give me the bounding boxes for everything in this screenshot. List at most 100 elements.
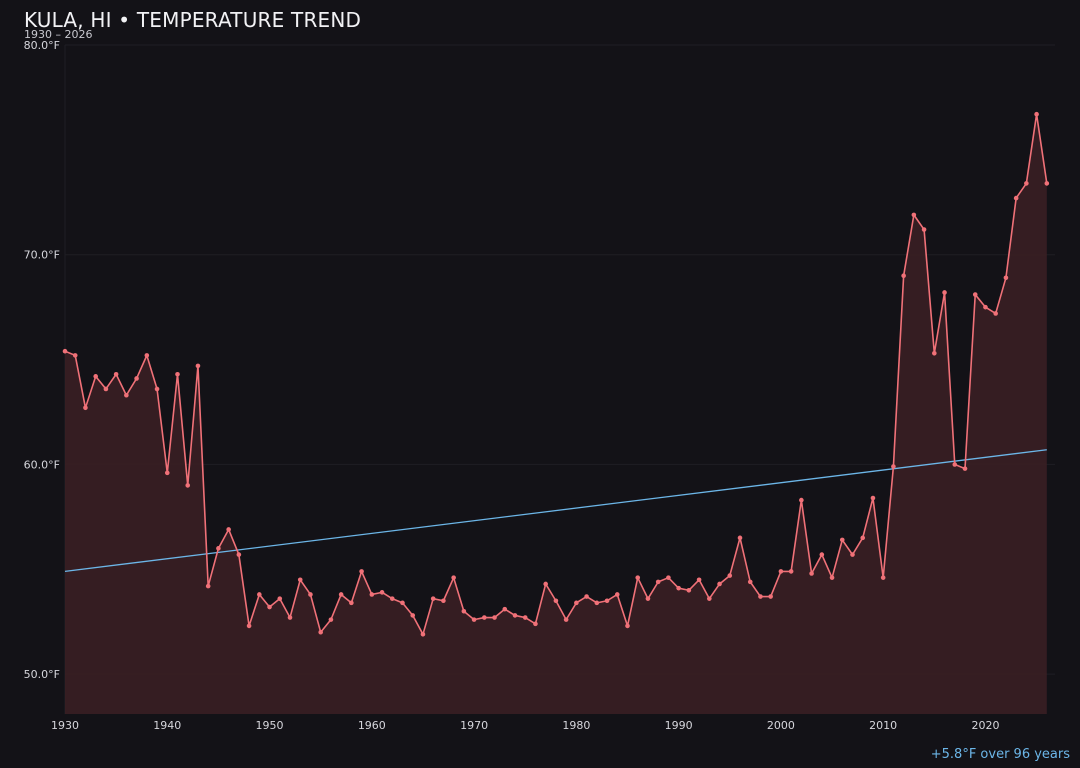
data-point (655, 579, 661, 585)
data-point (1044, 181, 1050, 186)
data-point (1034, 111, 1039, 117)
data-point (400, 600, 405, 606)
data-point (318, 629, 323, 635)
data-point (809, 571, 814, 576)
data-point (543, 581, 548, 587)
data-point (553, 598, 559, 604)
data-point (471, 617, 477, 622)
axis-layer: 50.0°F 60.0°F 70.0°F 80.0°F 1930 1940 1950 1960… (24, 39, 1000, 732)
y-tick-label: 80.0°F (24, 39, 60, 52)
data-point (686, 587, 692, 593)
data-point (972, 292, 978, 297)
data-point (747, 579, 753, 585)
data-point (696, 577, 702, 583)
data-point (993, 311, 998, 316)
data-point (451, 575, 456, 580)
data-point (707, 596, 712, 601)
x-tick-label: 1990 (665, 719, 693, 732)
trend-layer (64, 449, 1047, 573)
data-point (93, 374, 98, 379)
chart-subtitle: 1930 – 2026 (24, 28, 93, 41)
data-point (758, 594, 763, 599)
data-point (379, 590, 385, 595)
data-point (420, 632, 426, 637)
data-point (410, 613, 416, 618)
data-point (737, 535, 743, 541)
chart-title: KULA, HI • TEMPERATURE TREND (24, 8, 362, 32)
data-point (154, 386, 160, 392)
data-point (635, 575, 641, 580)
data-point (788, 569, 794, 574)
data-point (901, 273, 906, 278)
data-point (932, 350, 937, 356)
data-point (226, 527, 231, 532)
x-tick-label: 2020 (971, 719, 999, 732)
data-point (584, 594, 589, 599)
data-point (430, 596, 436, 601)
data-point (594, 600, 600, 606)
data-point (983, 304, 988, 310)
data-point (164, 470, 170, 476)
data-point (921, 227, 927, 232)
data-point (195, 363, 201, 369)
data-point (604, 598, 610, 604)
data-point (124, 392, 129, 398)
data-point (236, 552, 242, 557)
data-point (717, 581, 722, 587)
data-point (113, 371, 119, 377)
data-point (267, 604, 272, 610)
data-point (144, 353, 150, 358)
x-tick-label: 2010 (869, 719, 897, 732)
data-point (83, 405, 88, 411)
data-point (727, 573, 733, 578)
data-point (134, 376, 139, 381)
data-point (880, 575, 886, 580)
trend-line (64, 449, 1047, 573)
data-point (277, 596, 283, 601)
data-point (175, 371, 180, 377)
data-point (246, 623, 252, 629)
data-point (860, 535, 866, 541)
data-point (492, 615, 497, 620)
data-point (778, 569, 784, 574)
data-point (72, 353, 78, 358)
area-layer (65, 114, 1047, 714)
data-point (308, 592, 313, 597)
data-point (185, 483, 191, 488)
data-point (482, 615, 487, 620)
data-point (338, 592, 344, 597)
data-point (870, 495, 876, 501)
data-point (768, 594, 773, 599)
data-point (1003, 275, 1009, 281)
y-tick-label: 70.0°F (24, 249, 60, 262)
data-point (839, 537, 845, 543)
data-point (349, 600, 354, 606)
data-point (502, 606, 508, 612)
data-point (891, 464, 896, 469)
data-point (676, 585, 681, 591)
x-tick-label: 1950 (256, 719, 284, 732)
data-point (819, 552, 825, 557)
x-tick-label: 2000 (767, 719, 795, 732)
data-point (441, 598, 446, 604)
data-point (533, 621, 538, 627)
data-point (625, 623, 630, 629)
data-point (103, 386, 109, 392)
data-point (829, 575, 835, 580)
data-point (62, 348, 68, 354)
y-tick-label: 50.0°F (24, 668, 60, 681)
data-point (614, 592, 620, 597)
x-tick-label: 1940 (153, 719, 181, 732)
data-point (369, 592, 375, 597)
data-point (799, 497, 804, 503)
data-point (942, 290, 947, 295)
data-point (205, 583, 211, 589)
data-point (911, 212, 917, 218)
x-tick-label: 1930 (51, 719, 79, 732)
data-point (257, 592, 262, 597)
x-tick-label: 1980 (562, 719, 590, 732)
data-point (850, 552, 855, 557)
data-point (1024, 181, 1029, 186)
data-point (287, 615, 293, 620)
